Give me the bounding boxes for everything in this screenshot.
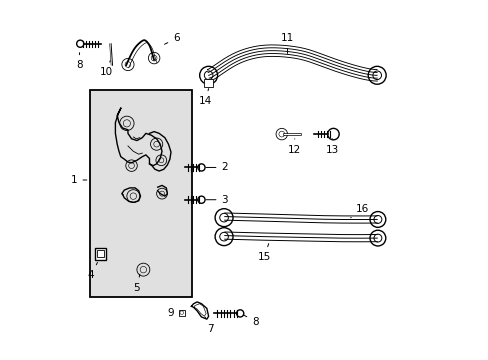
Text: 3: 3 bbox=[205, 195, 227, 205]
Text: 16: 16 bbox=[350, 204, 369, 218]
Bar bbox=[89, 90, 191, 297]
Text: 14: 14 bbox=[198, 89, 211, 106]
Text: 15: 15 bbox=[257, 244, 270, 262]
Text: 6: 6 bbox=[164, 33, 179, 44]
Text: 10: 10 bbox=[100, 61, 113, 77]
FancyBboxPatch shape bbox=[204, 79, 213, 87]
Text: 8: 8 bbox=[243, 315, 258, 327]
Text: 9: 9 bbox=[167, 309, 180, 318]
FancyBboxPatch shape bbox=[94, 248, 106, 260]
Text: 7: 7 bbox=[204, 317, 213, 334]
FancyBboxPatch shape bbox=[178, 310, 184, 316]
Text: 2: 2 bbox=[205, 162, 227, 172]
Text: 8: 8 bbox=[76, 53, 82, 70]
Text: 13: 13 bbox=[325, 139, 338, 154]
Text: 1: 1 bbox=[71, 175, 87, 185]
Text: 4: 4 bbox=[87, 262, 97, 280]
FancyBboxPatch shape bbox=[97, 250, 104, 257]
Text: 11: 11 bbox=[280, 33, 294, 54]
Text: 5: 5 bbox=[133, 274, 140, 293]
Text: 12: 12 bbox=[287, 139, 301, 154]
